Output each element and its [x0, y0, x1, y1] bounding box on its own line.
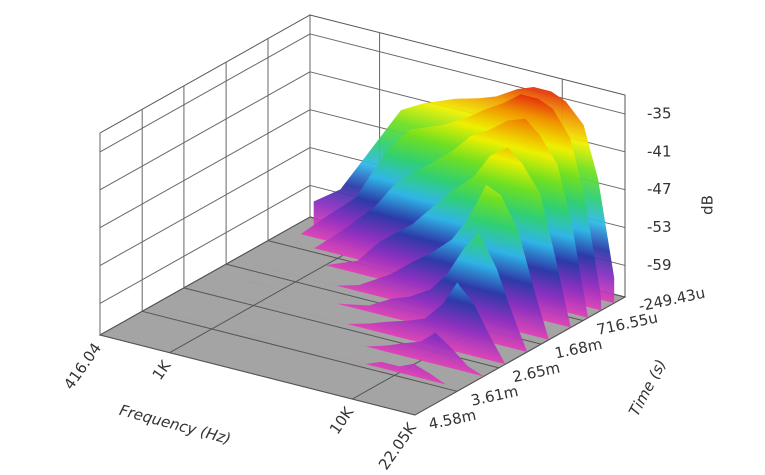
- y-tick-label: 716.55u: [595, 308, 659, 338]
- z-tick-label: -59: [647, 256, 672, 274]
- grid-line: [99, 147, 311, 266]
- grid-line: [99, 109, 311, 229]
- grid-line: [99, 71, 311, 191]
- z-tick-label: -47: [647, 180, 672, 198]
- x-tick-label: 1K: [149, 356, 176, 383]
- y-tick-label: 1.68m: [553, 335, 604, 363]
- y-axis-title: Time (s): [625, 356, 670, 419]
- z-tick-label: -35: [647, 104, 672, 122]
- y-tick-label: 4.58m: [427, 406, 478, 434]
- grid-line: [99, 334, 416, 416]
- grid-line: [99, 185, 311, 304]
- grid-line: [309, 33, 626, 115]
- surface-slice: [183, 300, 484, 377]
- y-tick-label: 2.65m: [511, 359, 562, 387]
- grid-line: [99, 216, 311, 336]
- z-tick-label: -41: [647, 142, 672, 160]
- grid-line: [99, 33, 311, 153]
- surface-slice: [161, 312, 462, 389]
- x-axis-title: Frequency (Hz): [117, 401, 232, 448]
- z-tick-label: -53: [647, 218, 672, 236]
- grid-line: [414, 296, 626, 416]
- grid-line: [142, 310, 458, 392]
- z-axis-title: dB: [699, 195, 717, 215]
- x-tick-label: 416.04: [60, 340, 105, 393]
- y-tick-label: 3.61m: [469, 382, 520, 410]
- x-tick-label: 10K: [326, 403, 358, 438]
- x-tick-label: 22.05K: [375, 419, 421, 474]
